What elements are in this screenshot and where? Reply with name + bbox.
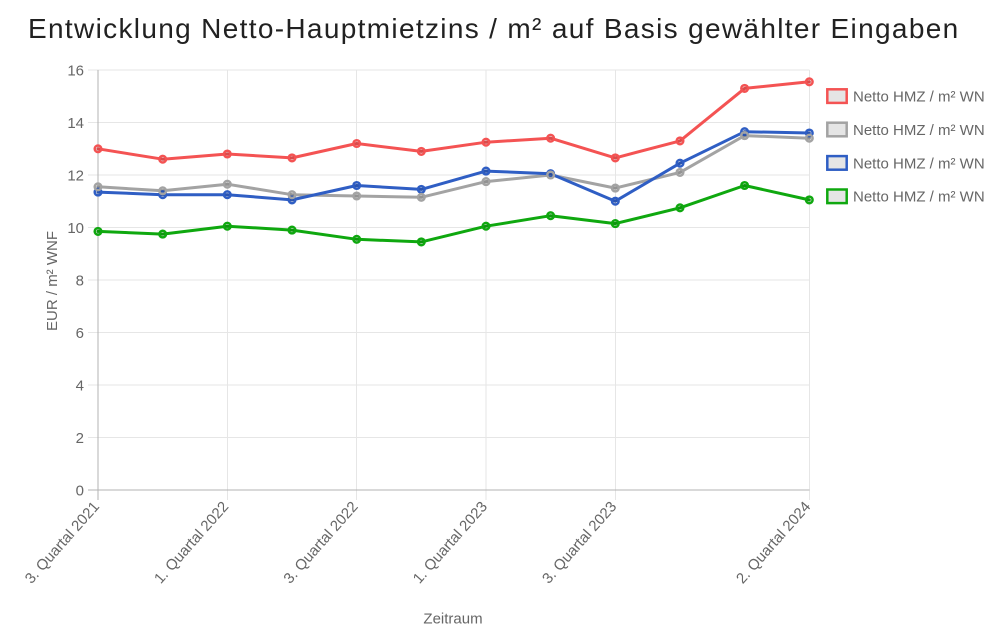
svg-text:16: 16 — [67, 62, 84, 79]
svg-text:1. Quartal 2023: 1. Quartal 2023 — [410, 498, 491, 587]
svg-text:14: 14 — [67, 115, 84, 132]
svg-text:3. Quartal 2021: 3. Quartal 2021 — [22, 498, 103, 587]
svg-text:10: 10 — [67, 220, 84, 237]
svg-text:0: 0 — [76, 482, 84, 499]
svg-text:8: 8 — [76, 272, 84, 289]
svg-text:1. Quartal 2022: 1. Quartal 2022 — [151, 498, 232, 587]
svg-text:Entwicklung Netto-Hauptmietzin: Entwicklung Netto-Hauptmietzins / m² auf… — [28, 13, 960, 44]
svg-text:Netto HMZ / m² WNF: Netto HMZ / m² WNF — [853, 89, 985, 106]
svg-text:2: 2 — [76, 430, 84, 447]
svg-text:Netto HMZ / m² WNF: Netto HMZ / m² WNF — [853, 155, 985, 172]
svg-text:2. Quartal 2024: 2. Quartal 2024 — [733, 498, 814, 587]
svg-text:3. Quartal 2022: 3. Quartal 2022 — [280, 498, 361, 587]
svg-text:Netto HMZ / m² WNF: Netto HMZ / m² WNF — [853, 189, 985, 206]
svg-text:6: 6 — [76, 325, 84, 342]
svg-text:Netto HMZ / m² WNF: Netto HMZ / m² WNF — [853, 122, 985, 139]
svg-text:3. Quartal 2023: 3. Quartal 2023 — [539, 498, 620, 587]
svg-text:Zeitraum: Zeitraum — [423, 611, 482, 628]
svg-text:4: 4 — [76, 377, 84, 394]
svg-text:12: 12 — [67, 167, 84, 184]
svg-text:EUR / m² WNF: EUR / m² WNF — [44, 231, 61, 331]
